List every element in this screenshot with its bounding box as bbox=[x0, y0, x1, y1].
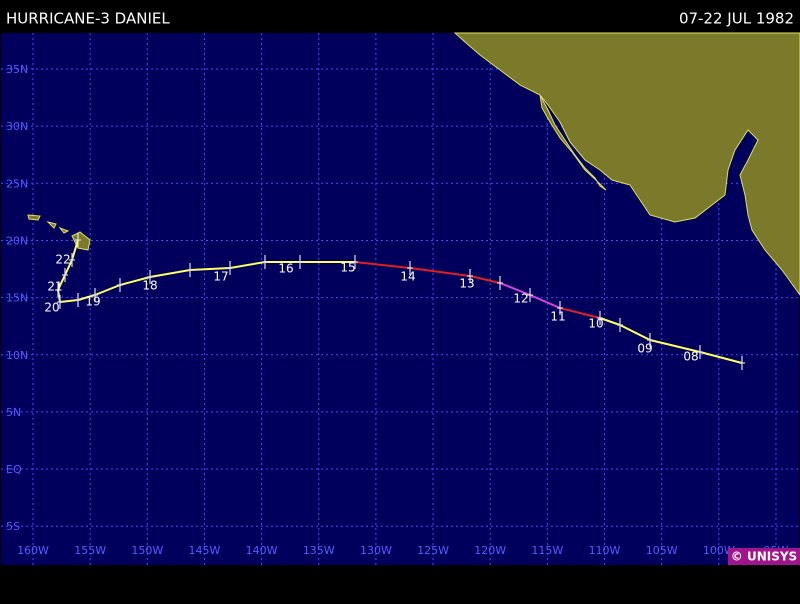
day-label: 18 bbox=[142, 279, 157, 293]
credit-box bbox=[728, 548, 800, 565]
lat-label: 30N bbox=[6, 120, 28, 133]
day-label: 21 bbox=[47, 280, 62, 294]
lat-label: 20N bbox=[6, 234, 28, 247]
track-segment bbox=[529, 294, 561, 309]
lon-label: 120W bbox=[474, 544, 506, 557]
lon-label: 160W bbox=[17, 544, 49, 557]
track-segment bbox=[599, 317, 621, 326]
lon-label: 130W bbox=[360, 544, 392, 557]
lat-label: 25N bbox=[6, 177, 28, 190]
track-segment bbox=[149, 269, 191, 278]
lon-label: 150W bbox=[131, 544, 163, 557]
lat-label: EQ bbox=[6, 463, 22, 476]
title: HURRICANE-3 DANIEL bbox=[6, 10, 170, 28]
track-segment bbox=[619, 324, 651, 341]
day-label: 17 bbox=[213, 270, 228, 284]
day-label: 22 bbox=[55, 253, 70, 267]
track-segment bbox=[64, 259, 73, 276]
lon-label: 135W bbox=[303, 544, 335, 557]
track-segment bbox=[189, 267, 231, 271]
track-segment bbox=[499, 282, 531, 296]
track-segment bbox=[77, 294, 96, 301]
day-label: 08 bbox=[683, 350, 698, 364]
lon-label: 100W bbox=[703, 544, 735, 557]
lon-label: 140W bbox=[246, 544, 278, 557]
track-segment bbox=[649, 339, 701, 353]
day-label: 10 bbox=[588, 317, 603, 331]
lat-label: 35N bbox=[6, 63, 28, 76]
day-label: 16 bbox=[278, 262, 293, 276]
track-segment bbox=[469, 275, 501, 284]
track-segment bbox=[94, 284, 121, 296]
track-segment bbox=[71, 239, 79, 261]
lat-label: 15N bbox=[6, 292, 28, 305]
lon-label: 115W bbox=[531, 544, 563, 557]
day-label: 14 bbox=[400, 270, 415, 284]
lon-label: 110W bbox=[589, 544, 621, 557]
lon-label: 105W bbox=[646, 544, 678, 557]
hawaii-islands bbox=[27, 214, 70, 234]
track-segment bbox=[699, 351, 743, 364]
lat-label: 5S bbox=[6, 520, 20, 533]
day-label: 15 bbox=[340, 261, 355, 275]
credit: © UNISYS bbox=[731, 550, 797, 564]
lon-label: 145W bbox=[189, 544, 221, 557]
baja-california bbox=[539, 94, 607, 191]
day-label: 09 bbox=[637, 342, 652, 356]
track-segment bbox=[354, 261, 411, 269]
day-label: 13 bbox=[459, 277, 474, 291]
day-label: 20 bbox=[44, 301, 59, 315]
lat-label: 5N bbox=[6, 406, 21, 419]
date-range: 07-22 JUL 1982 bbox=[679, 10, 794, 28]
lon-label: 125W bbox=[417, 544, 449, 557]
track: 08 09 10 11 12 13 14 15 16 17 18 19 20 21 22 bbox=[44, 233, 745, 370]
track-segment bbox=[409, 267, 471, 277]
lat-label: 10N bbox=[6, 349, 28, 362]
track-segment bbox=[57, 274, 66, 291]
north-america bbox=[453, 32, 800, 296]
track-segment bbox=[559, 307, 601, 319]
day-label: 19 bbox=[85, 295, 100, 309]
track-segment bbox=[229, 261, 266, 269]
lon-label: 155W bbox=[74, 544, 106, 557]
day-label: 12 bbox=[513, 292, 528, 306]
day-label: 11 bbox=[550, 310, 565, 324]
track-segment bbox=[119, 276, 151, 286]
